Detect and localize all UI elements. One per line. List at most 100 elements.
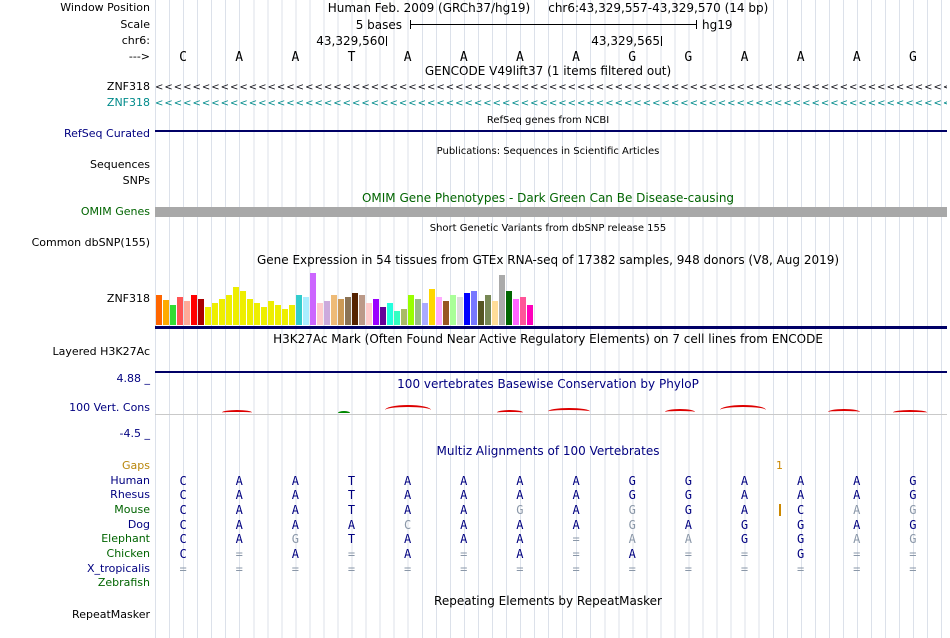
gtex-gene-label[interactable]: ZNF318 (106, 292, 150, 305)
base-letter: C (179, 50, 187, 65)
aln-base: G (909, 474, 917, 488)
base-letter: A (852, 50, 861, 65)
aln-base: A (404, 503, 412, 517)
refseq-track-title: RefSeq genes from NCBI (486, 115, 610, 126)
coordinate-left: 43,329,560 (316, 34, 385, 48)
gtex-bar (422, 303, 428, 325)
gtex-bar (513, 299, 519, 325)
phylop-peak (893, 410, 927, 415)
gtex-bar (212, 303, 218, 325)
aln-base: = (853, 547, 861, 561)
aln-base: A (740, 503, 749, 517)
base-letter: A (740, 50, 749, 65)
aln-base: A (235, 474, 243, 488)
omim-genes-label[interactable]: OMIM Genes (80, 205, 150, 218)
gtex-bar (163, 300, 169, 325)
gtex-bar (310, 273, 316, 325)
gtex-bar (464, 293, 470, 325)
gtex-bar (338, 299, 344, 325)
gtex-bar-chart[interactable] (156, 270, 942, 325)
aln-base: A (235, 488, 243, 502)
gtex-bar (233, 287, 239, 325)
phylop-peak (338, 411, 350, 415)
gtex-bar (205, 307, 211, 325)
aln-base (548, 576, 604, 590)
aln-base: C (179, 518, 187, 532)
aln-base: A (235, 532, 243, 546)
gtex-bar (436, 297, 442, 325)
gtex-bar (387, 303, 393, 325)
species-label-chicken[interactable]: Chicken (106, 547, 150, 560)
gencode-gene-body-top[interactable]: <<<<<<<<<<<<<<<<<<<<<<<<<<<<<<<<<<<<<<<<… (155, 82, 947, 93)
species-label-dog[interactable]: Dog (127, 518, 150, 531)
gtex-bar (345, 297, 351, 325)
gencode-gene-body-bottom[interactable]: <<<<<<<<<<<<<<<<<<<<<<<<<<<<<<<<<<<<<<<<… (155, 98, 947, 109)
aln-base: G (797, 547, 805, 561)
gtex-bar (506, 291, 512, 325)
h3k27ac-label[interactable]: Layered H3K27Ac (52, 345, 150, 358)
aln-base: A (853, 503, 861, 517)
gtex-bar (520, 297, 526, 325)
aln-base: A (853, 518, 861, 532)
species-label-zebrafish[interactable]: Zebrafish (97, 576, 150, 589)
omim-gene-bar[interactable] (155, 207, 947, 217)
refseq-gene-body[interactable] (155, 130, 947, 132)
refseq-curated-label[interactable]: RefSeq Curated (64, 127, 150, 140)
gtex-bar (527, 305, 533, 325)
scale-value: 5 bases (355, 18, 402, 32)
species-label-human[interactable]: Human (110, 474, 150, 487)
h3k27ac-baseline (155, 371, 947, 373)
aln-base (211, 576, 267, 590)
phylop-peak (222, 410, 252, 415)
sequences-label[interactable]: Sequences (90, 158, 150, 171)
gtex-bar (170, 305, 176, 325)
species-label-elephant[interactable]: Elephant (101, 532, 150, 545)
coordinate-tick (386, 36, 387, 46)
gtex-track-title: Gene Expression in 54 tissues from GTEx … (256, 253, 840, 267)
aln-base: = (291, 562, 299, 576)
base-letter: G (908, 50, 917, 65)
gtex-bar (443, 301, 449, 325)
alignment-row-chicken: C = A = A = A = A = = G = = (155, 547, 941, 561)
aln-base: = (853, 562, 861, 576)
gtex-bar (303, 297, 309, 325)
gtex-bar (408, 295, 414, 325)
dbsnp-label[interactable]: Common dbSNP(155) (31, 236, 150, 249)
phylop-label[interactable]: 100 Vert. Cons (69, 401, 150, 414)
aln-base: T (347, 503, 356, 517)
aln-base: A (291, 518, 299, 532)
assembly-name: Human Feb. 2009 (GRCh37/hg19) (327, 1, 531, 15)
species-label-gaps[interactable]: Gaps (122, 459, 150, 472)
gtex-bar (282, 309, 288, 325)
alignment-row-x_tropicalis: = = = = = = = = = = = = = = (155, 562, 941, 576)
species-label-x-tropicalis[interactable]: X_tropicalis (86, 562, 150, 575)
aln-base: A (235, 518, 243, 532)
gtex-bar (492, 301, 498, 325)
aln-base: A (347, 518, 356, 532)
aln-base: A (740, 474, 749, 488)
gtex-gene-model-line (155, 326, 947, 329)
gtex-bar (415, 299, 421, 325)
snps-label[interactable]: SNPs (122, 174, 150, 187)
gtex-bar (219, 299, 225, 325)
aln-base: A (516, 474, 524, 488)
gencode-gene-label-top[interactable]: ZNF318 (106, 80, 150, 93)
phylop-peak (828, 409, 860, 415)
aln-base: G (797, 532, 805, 546)
repeatmasker-label[interactable]: RepeatMasker (72, 608, 150, 621)
aln-base: A (460, 474, 468, 488)
gencode-gene-label-bottom[interactable]: ZNF318 (106, 96, 150, 109)
aln-base: G (516, 503, 524, 517)
aln-base: A (516, 488, 524, 502)
species-label-mouse[interactable]: Mouse (114, 503, 150, 516)
gencode-track-title: GENCODE V49lift37 (1 items filtered out) (424, 64, 672, 78)
aln-base: A (853, 474, 861, 488)
aln-base: = (460, 547, 468, 561)
gtex-bar (457, 297, 463, 325)
aln-base: A (404, 474, 412, 488)
position-range: chr6:43,329,557-43,329,570 (14 bp) (548, 1, 769, 15)
species-label-rhesus[interactable]: Rhesus (110, 488, 150, 501)
